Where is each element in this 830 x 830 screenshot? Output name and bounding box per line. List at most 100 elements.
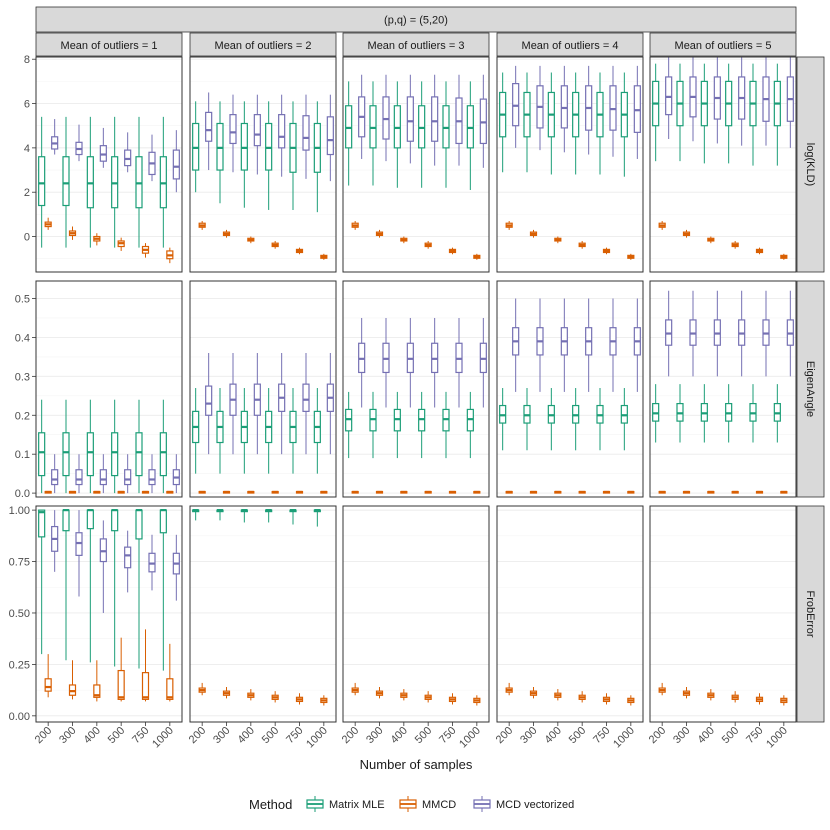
box-iqr <box>240 122 248 171</box>
box-mmcd <box>222 229 231 238</box>
panel <box>342 56 490 273</box>
box-mmcd <box>320 490 328 494</box>
y-tick-label: 0.25 <box>9 659 30 671</box>
column-strip-label: Mean of outliers = 4 <box>522 40 619 52</box>
panel-border <box>496 56 644 273</box>
y-tick-label: 0.2 <box>15 410 30 422</box>
box-iqr <box>124 149 132 167</box>
box-mcd-vectorized <box>689 290 697 377</box>
box-iqr <box>159 156 167 209</box>
box-mmcd <box>755 247 764 255</box>
box-iqr <box>99 469 107 486</box>
box-matrix-mle <box>62 116 70 248</box>
panel-border <box>35 56 183 273</box>
box-iqr <box>86 156 94 209</box>
column-strip-label: Mean of outliers = 3 <box>368 40 465 52</box>
box-matrix-mle <box>265 509 273 523</box>
box-matrix-mle <box>652 63 660 162</box>
box-mcd-vectorized <box>99 520 107 613</box>
box-iqr <box>278 114 286 149</box>
box-mmcd <box>68 490 77 494</box>
box-matrix-mle <box>111 509 119 667</box>
panel-border <box>35 280 183 498</box>
box-iqr <box>111 509 119 532</box>
box-mcd-vectorized <box>560 298 568 392</box>
box-iqr <box>38 156 46 207</box>
legend-key <box>473 796 491 812</box>
box-iqr <box>38 432 46 477</box>
box-mmcd <box>658 221 666 230</box>
box-mcd-vectorized <box>205 353 213 455</box>
box-mmcd <box>473 695 481 706</box>
box-mcd-vectorized <box>172 130 180 193</box>
x-tick-label: 500 <box>567 725 588 746</box>
panel <box>189 280 337 498</box>
box-mmcd <box>707 236 715 244</box>
x-tick-label: 200 <box>340 725 361 746</box>
box-mcd-vectorized <box>455 317 463 408</box>
box-iqr <box>93 684 101 698</box>
panel <box>649 280 797 498</box>
box-mcd-vectorized <box>585 298 593 392</box>
y-tick-label: 4 <box>24 143 30 155</box>
y-tick-label: 0.5 <box>15 294 30 306</box>
x-tick-label: 400 <box>695 725 716 746</box>
box-mmcd <box>320 695 328 706</box>
box-iqr <box>442 105 450 149</box>
panel-border <box>189 505 337 723</box>
box-mmcd <box>658 682 666 696</box>
box-mcd-vectorized <box>75 124 83 162</box>
box-mmcd <box>375 490 384 494</box>
y-tick-label: 0.3 <box>15 371 30 383</box>
box-mmcd <box>400 236 408 244</box>
box-matrix-mle <box>313 509 321 527</box>
box-matrix-mle <box>547 388 555 451</box>
box-matrix-mle <box>700 384 708 443</box>
box-iqr <box>172 149 180 180</box>
box-matrix-mle <box>418 391 426 459</box>
box-mmcd <box>731 240 739 249</box>
box-matrix-mle <box>369 81 377 186</box>
box-matrix-mle <box>620 72 628 177</box>
box-mcd-vectorized <box>633 65 641 159</box>
box-iqr <box>111 432 119 477</box>
box-matrix-mle <box>289 101 297 210</box>
box-iqr <box>382 96 390 140</box>
box-iqr <box>86 509 94 530</box>
box-mmcd <box>505 682 513 696</box>
box-matrix-mle <box>725 384 733 443</box>
box-mcd-vectorized <box>99 127 107 168</box>
box-matrix-mle <box>596 388 604 451</box>
box-mmcd <box>731 490 739 494</box>
panel-background <box>343 57 489 272</box>
panel <box>35 280 183 498</box>
row-strip-label: log(KLD) <box>804 143 816 186</box>
y-tick-label: 8 <box>24 54 30 66</box>
box-iqr <box>560 85 568 129</box>
box-mmcd <box>602 693 611 705</box>
box-mmcd <box>578 691 586 703</box>
box-iqr <box>326 116 334 156</box>
box-mcd-vectorized <box>431 74 439 166</box>
box-matrix-mle <box>159 399 167 494</box>
box-matrix-mle <box>86 399 94 494</box>
box-mmcd <box>529 687 538 699</box>
box-mcd-vectorized <box>713 290 721 377</box>
box-mmcd <box>682 687 691 699</box>
box-iqr <box>369 105 377 149</box>
box-matrix-mle <box>393 81 401 188</box>
panel-border <box>189 280 337 498</box>
box-matrix-mle <box>572 72 580 175</box>
box-mcd-vectorized <box>738 290 746 377</box>
box-mmcd <box>731 691 739 703</box>
box-mcd-vectorized <box>713 57 721 144</box>
box-mmcd <box>554 689 562 701</box>
y-tick-label: 0 <box>24 232 30 244</box>
x-tick-label: 750 <box>744 725 765 746</box>
box-matrix-mle <box>345 81 353 186</box>
box-mcd-vectorized <box>479 317 487 408</box>
box-iqr <box>665 76 673 116</box>
box-matrix-mle <box>345 391 353 459</box>
box-matrix-mle <box>135 399 143 494</box>
box-matrix-mle <box>572 388 580 451</box>
